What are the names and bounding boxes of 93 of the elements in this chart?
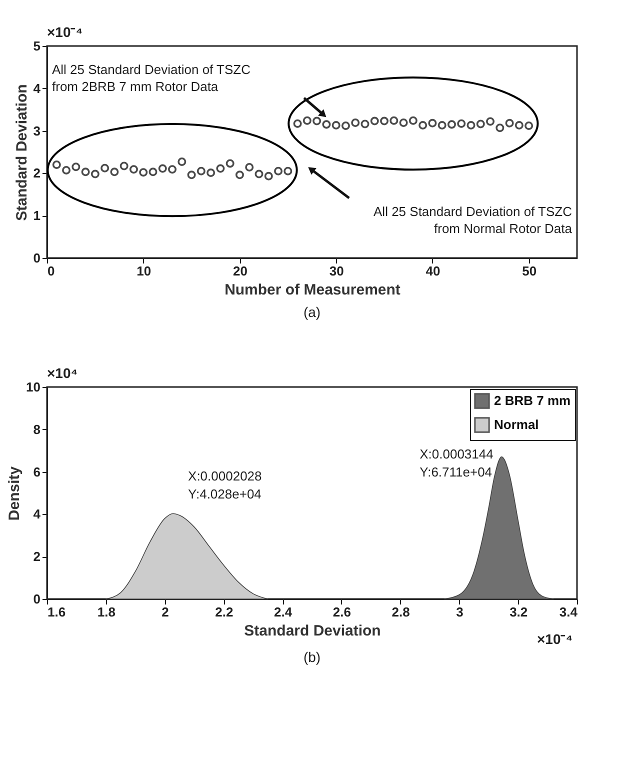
point (178, 158, 186, 166)
annotation: All 25 Standard Deviation of TSZC from 2BRB 7 mm Rotor Data (52, 62, 250, 94)
y-tick-label: 8 (33, 422, 40, 437)
point (390, 116, 398, 125)
y-tick-label: 1 (33, 208, 40, 224)
legend-label: 2 BRB 7 mm (494, 393, 571, 408)
x-tick-label: 1.6 (48, 604, 66, 620)
point (496, 124, 504, 132)
x-tick-label: 40 (426, 264, 440, 278)
point (322, 120, 331, 129)
point (505, 118, 514, 128)
y-axis-title: Standard Deviation (13, 84, 30, 221)
point (380, 116, 389, 126)
text: ×10⁻⁴ (47, 24, 83, 40)
point (72, 162, 80, 172)
text: ×10⁻⁴ (537, 631, 573, 647)
point (370, 116, 379, 126)
y-tick-label: 4 (33, 80, 42, 96)
point (293, 119, 302, 128)
text: (b) (303, 649, 321, 665)
point (312, 116, 322, 126)
x-tick-label: 3.4 (559, 604, 578, 620)
point (187, 170, 196, 180)
point (206, 168, 216, 178)
point (148, 168, 158, 176)
x-axis-title: Standard Deviation (244, 622, 381, 640)
point (438, 121, 446, 130)
x-tick-label: 30 (329, 264, 344, 278)
y-tick-label: 0 (33, 592, 40, 606)
point (62, 166, 71, 174)
y-tick-label: 5 (33, 38, 40, 54)
point (158, 164, 167, 173)
y-tick-label: 3 (33, 123, 40, 138)
y-tick-label: 0 (33, 250, 40, 266)
point (139, 168, 148, 177)
x-tick-label: 10 (136, 264, 152, 278)
point (226, 159, 234, 168)
point (351, 118, 360, 127)
y-axis-title: Density (6, 466, 24, 521)
point (245, 163, 254, 172)
x-tick-label: 2.4 (274, 604, 293, 620)
y-tick-label: 6 (33, 464, 40, 480)
point (120, 162, 128, 170)
point (360, 120, 370, 128)
y-tick-label: 4 (33, 506, 42, 522)
point (52, 160, 61, 169)
point (110, 168, 119, 176)
x-axis-title: Number of Measurement (224, 282, 400, 298)
point (428, 118, 437, 128)
annotation: X:0.0003144 Y:6.711e+04 (420, 446, 494, 480)
point (284, 166, 292, 176)
x-tick-label: 2.6 (332, 604, 351, 620)
point (254, 170, 264, 178)
x-tick-label: 3.2 (510, 604, 528, 620)
point (447, 120, 456, 129)
x-tick-label: 50 (522, 264, 537, 278)
x-tick-label: 20 (232, 264, 248, 278)
point (100, 164, 110, 172)
point (81, 168, 90, 176)
point (341, 121, 350, 130)
point (302, 116, 312, 125)
point (332, 121, 340, 130)
text: ×10⁴ (47, 365, 78, 381)
point (90, 170, 100, 178)
legend-label: Normal (494, 417, 539, 432)
point (457, 119, 466, 128)
x-tick-label: 2 (162, 604, 169, 620)
point (524, 121, 534, 130)
x-tick-label: 2.2 (215, 604, 234, 620)
x-tick-label: 2.8 (392, 604, 410, 620)
point (168, 165, 177, 174)
y-tick-label: 2 (33, 166, 40, 181)
y-tick-label: 2 (33, 549, 40, 564)
point (486, 117, 495, 126)
point (129, 165, 138, 174)
x-tick-label: 0 (48, 264, 55, 278)
point (466, 121, 476, 130)
point (514, 121, 524, 130)
point (408, 116, 418, 125)
x-tick-label: 3 (456, 604, 464, 620)
annotation: X:0.0002028 Y:4.028e+04 (188, 468, 262, 502)
point (264, 172, 273, 180)
point (399, 118, 408, 127)
point (235, 170, 244, 180)
x-tick-label: 1.8 (97, 604, 116, 620)
y-tick-label: 10 (26, 380, 40, 394)
annotation: All 25 Standard Deviation of TSZC from Normal Rotor Data (374, 204, 573, 236)
text: (a) (303, 304, 321, 320)
point (216, 164, 225, 173)
point (476, 120, 485, 128)
point (418, 121, 428, 130)
point (274, 166, 283, 176)
point (196, 166, 206, 176)
